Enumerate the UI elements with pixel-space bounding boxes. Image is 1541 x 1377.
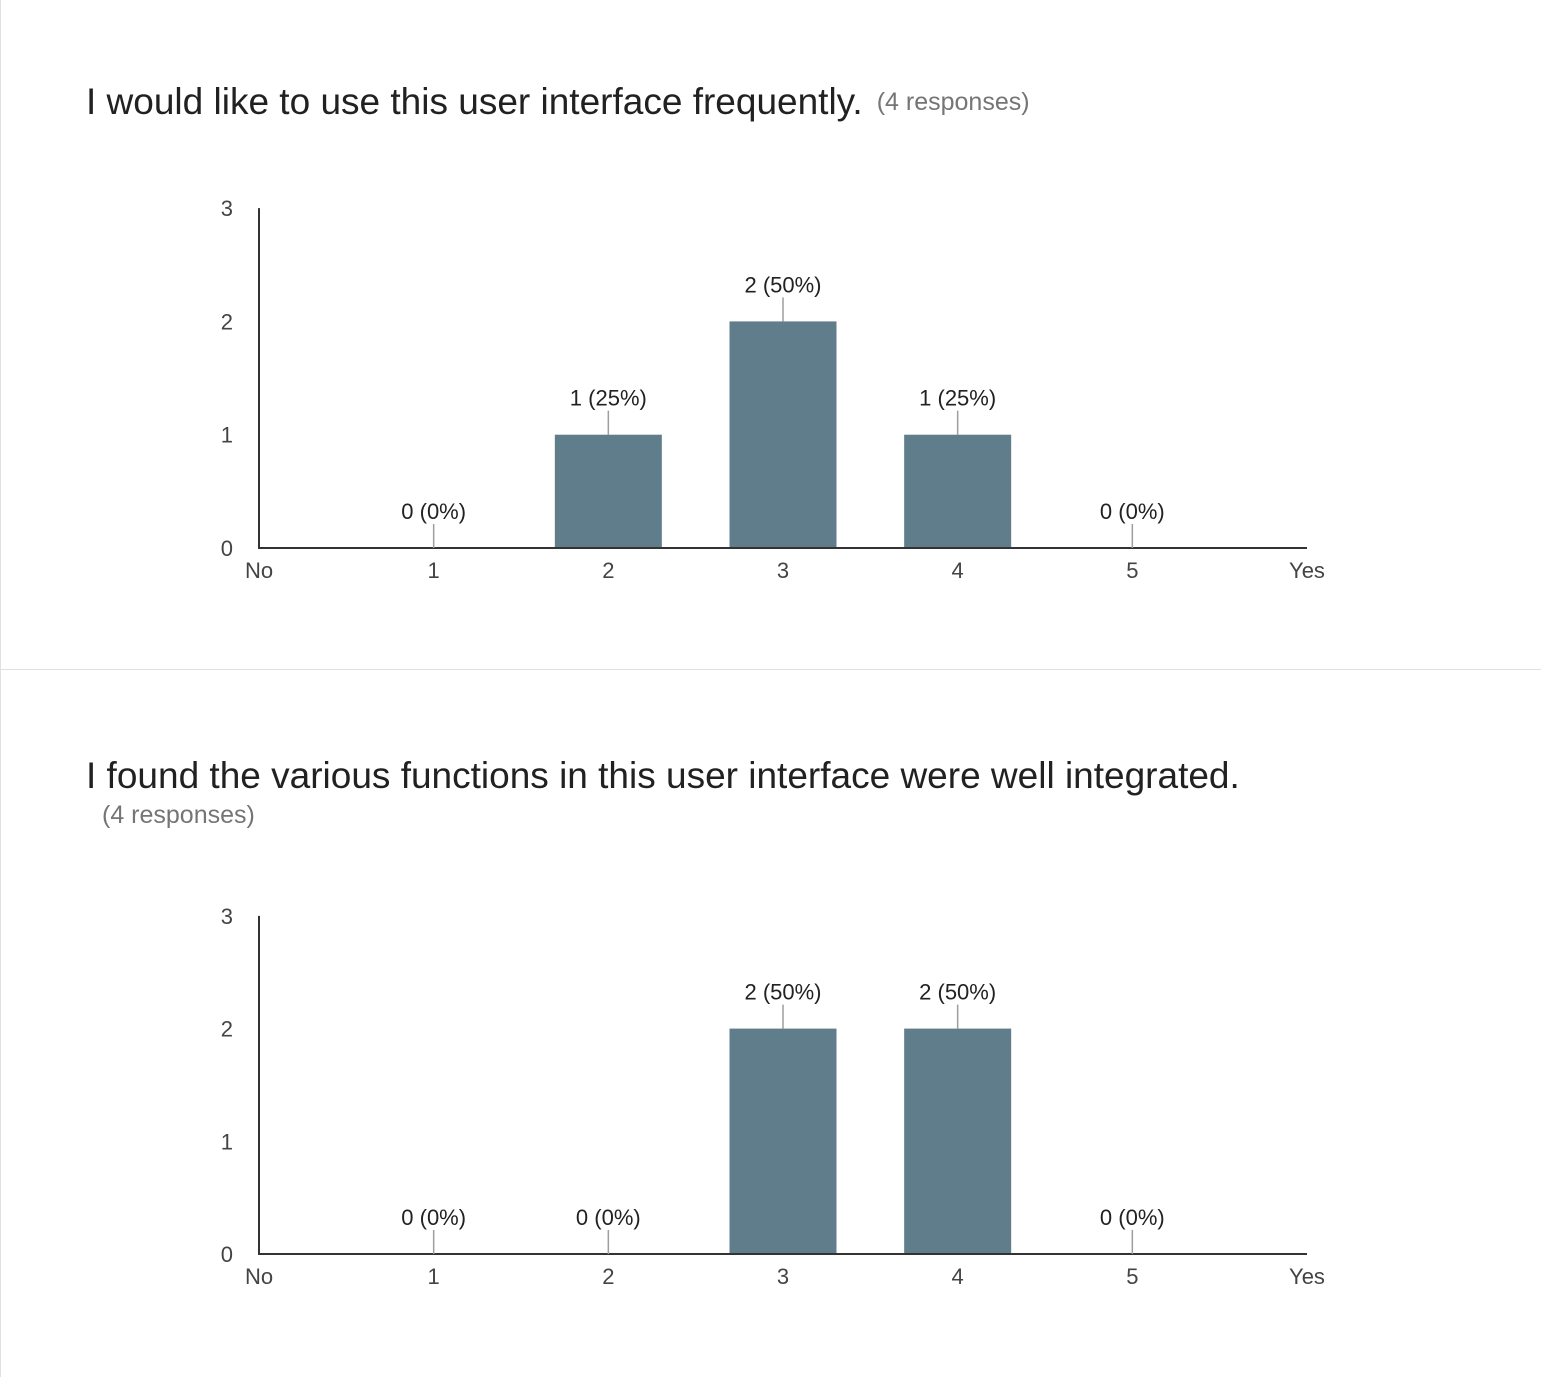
data-label: 2 (50%) xyxy=(919,980,996,1005)
data-label: 0 (0%) xyxy=(1100,1205,1165,1230)
response-count: (4 responses) xyxy=(876,88,1030,116)
x-tick-label: 4 xyxy=(952,558,964,583)
x-tick-label: 5 xyxy=(1126,558,1138,583)
x-tick-label: 1 xyxy=(428,558,440,583)
data-label: 0 (0%) xyxy=(401,1205,466,1230)
x-tick-label: 2 xyxy=(602,558,614,583)
x-tick-label: No xyxy=(245,1264,273,1289)
x-tick-label: 2 xyxy=(602,1264,614,1289)
bar xyxy=(729,1028,837,1253)
x-tick-label: Yes xyxy=(1289,1264,1325,1289)
x-tick-label: Yes xyxy=(1289,558,1325,583)
bar xyxy=(904,1028,1012,1253)
question-card-frequency: I would like to use this user interface … xyxy=(1,0,1541,670)
data-label: 2 (50%) xyxy=(744,980,821,1005)
bar xyxy=(904,434,1012,547)
bar-chart-frequency: 0 1 2 3 No 1 2 3 4 5 Yes 0 (0%) 1 (25%) 2 (50%) 1 (25%… xyxy=(221,196,1325,583)
data-label: 1 (25%) xyxy=(570,386,647,411)
x-tick-label: 4 xyxy=(952,1264,964,1289)
x-tick-label: 3 xyxy=(777,1264,789,1289)
y-tick-label: 0 xyxy=(221,536,233,561)
data-label: 1 (25%) xyxy=(919,386,996,411)
data-label: 2 (50%) xyxy=(744,272,821,297)
x-tick-label: No xyxy=(245,558,273,583)
data-label: 0 (0%) xyxy=(1100,499,1165,524)
question-title-text: I would like to use this user interface … xyxy=(86,81,863,122)
x-tick-label: 5 xyxy=(1126,1264,1138,1289)
y-tick-label: 2 xyxy=(221,1017,233,1042)
x-tick-label: 3 xyxy=(777,558,789,583)
question-card-integration: I found the various functions in this us… xyxy=(1,671,1541,1377)
y-tick-label: 1 xyxy=(221,1129,233,1154)
y-tick-label: 3 xyxy=(221,904,233,929)
y-tick-label: 0 xyxy=(221,1242,233,1267)
y-tick-label: 3 xyxy=(221,196,233,221)
bar xyxy=(554,434,662,547)
y-tick-label: 1 xyxy=(221,423,233,448)
question-title: I would like to use this user interface … xyxy=(86,80,1030,124)
question-title: I found the various functions in this us… xyxy=(86,755,1240,796)
bar-chart-integration: 0 1 2 3 No 1 2 3 4 5 Yes 0 (0%) 0 (0%) 2 (50%) 2 (50%)… xyxy=(221,904,1325,1289)
x-tick-label: 1 xyxy=(428,1264,440,1289)
data-label: 0 (0%) xyxy=(401,499,466,524)
bar xyxy=(729,321,837,547)
data-label: 0 (0%) xyxy=(576,1205,641,1230)
response-count: (4 responses) xyxy=(102,801,255,829)
y-tick-label: 2 xyxy=(221,309,233,334)
